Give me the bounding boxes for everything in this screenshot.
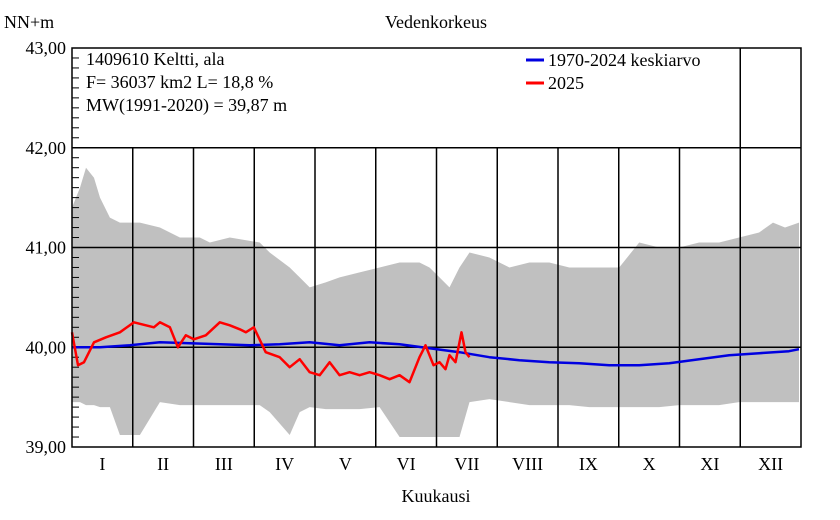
y-tick-label: 41,00 <box>26 238 67 258</box>
x-tick-label-month: X <box>643 454 656 474</box>
y-axis-label: NN+m <box>4 12 54 32</box>
chart-title: Vedenkorkeus <box>385 12 487 32</box>
legend-label-2025: 2025 <box>548 73 584 93</box>
info-area: F= 36037 km2 L= 18,8 % <box>86 72 273 92</box>
x-tick-label-month: V <box>339 454 352 474</box>
x-tick-label-month: VIII <box>512 454 543 474</box>
y-tick-label: 43,00 <box>26 38 67 58</box>
x-tick-label-month: III <box>215 454 233 474</box>
info-box: 1409610 Keltti, ala F= 36037 km2 L= 18,8… <box>86 49 287 116</box>
y-tick-label: 40,00 <box>26 337 67 357</box>
x-tick-label-month: IX <box>579 454 598 474</box>
info-station: 1409610 Keltti, ala <box>86 49 224 69</box>
info-mean-water: MW(1991-2020) = 39,87 m <box>86 95 287 116</box>
x-tick-label-month: XII <box>758 454 783 474</box>
x-tick-label-month: XI <box>700 454 719 474</box>
legend: 1970-2024 keskiarvo 2025 <box>526 50 700 93</box>
x-tick-label-month: VI <box>397 454 416 474</box>
series-line-2025 <box>70 321 471 384</box>
x-axis-label: Kuukausi <box>402 486 471 506</box>
x-tick-label-month: II <box>157 454 169 474</box>
y-tick-label: 39,00 <box>26 437 67 457</box>
legend-label-mean: 1970-2024 keskiarvo <box>548 50 700 70</box>
x-tick-label-month: IV <box>275 454 294 474</box>
series-line-mean <box>72 341 800 367</box>
plot-frame <box>71 47 802 448</box>
x-tick-label-month: VII <box>454 454 479 474</box>
y-tick-label: 42,00 <box>26 138 67 158</box>
x-tick-label-month: I <box>99 454 105 474</box>
min-max-band <box>72 167 799 437</box>
